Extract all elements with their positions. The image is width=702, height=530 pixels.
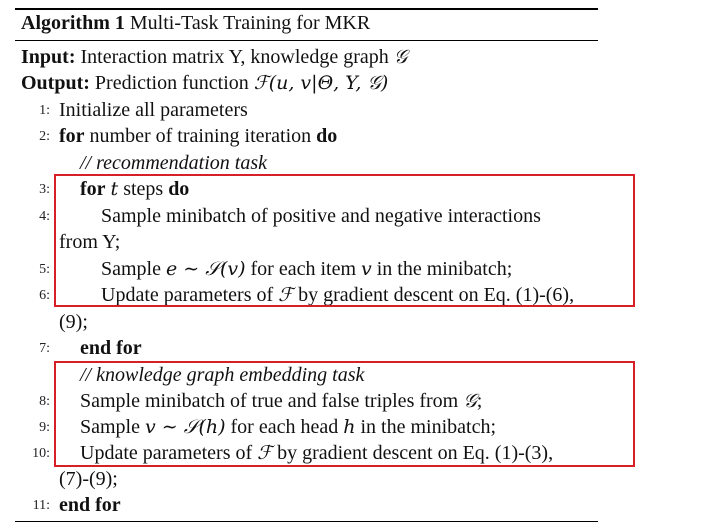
line-text-pre: Update parameters of (101, 284, 279, 306)
output-label: Output: (21, 72, 90, 94)
sample-expression: v ∼ 𝒮(h) (145, 416, 226, 438)
caption-rule (15, 40, 598, 41)
algo-line-7: 7: end for (0, 335, 702, 361)
line-number: 10: (32, 446, 50, 461)
comment-text: // recommendation task (80, 152, 268, 174)
recommendation-task-highlight-box (54, 174, 635, 307)
line-number: 9: (39, 420, 50, 435)
var-v: v (361, 258, 372, 280)
line-text-pre: Sample (80, 416, 145, 438)
line-number: 8: (39, 394, 50, 409)
comment-kg-embedding: // knowledge graph embedding task (0, 362, 702, 388)
kg-embedding-task-highlight-box (54, 361, 635, 467)
var-h: h (343, 416, 356, 438)
function-symbol: ℱ (278, 284, 294, 306)
algorithm-title: Multi-Task Training for MKR (129, 12, 371, 34)
top-rule (15, 8, 598, 10)
line-text: Initialize all parameters (59, 99, 248, 121)
line-text: from Y; (59, 231, 121, 253)
comment-recommendation: // recommendation task (0, 150, 702, 176)
keyword-for: for (80, 178, 106, 200)
line-number: 6: (39, 288, 50, 303)
input-label: Input: (21, 46, 76, 68)
algo-line-1: 1: Initialize all parameters (0, 97, 702, 123)
algo-line-5: 5: Sample e ∼ 𝒮(v) for each item v in th… (0, 256, 702, 282)
line-text: (7)-(9); (59, 468, 118, 490)
algo-line-2: 2: for number of training iteration do (0, 123, 702, 149)
output-text: Prediction function (94, 72, 254, 94)
line-text-post: by gradient descent on Eq. (1)-(3), (272, 442, 554, 464)
var-t: t (110, 178, 119, 200)
line-text-post: in the minibatch; (371, 258, 513, 280)
line-text-pre: Sample (101, 258, 166, 280)
keyword-end-for: end for (59, 494, 121, 516)
algo-line-4: 4: Sample minibatch of positive and nega… (0, 203, 702, 229)
keyword-do: do (168, 178, 190, 200)
keyword-for: for (59, 125, 85, 147)
line-text: Sample minibatch of positive and negativ… (101, 205, 541, 227)
input-line: Input: Interaction matrix Y, knowledge g… (0, 44, 702, 70)
line-number: 11: (32, 498, 50, 513)
input-text: Interaction matrix Y, knowledge graph (80, 46, 394, 68)
line-number: 1: (39, 103, 50, 118)
algo-line-6: 6: Update parameters of ℱ by gradient de… (0, 282, 702, 308)
line-text: number of training iteration (84, 125, 317, 147)
line-number: 7: (39, 341, 50, 356)
function-symbol: ℱ (253, 72, 269, 94)
line-text-pre: Sample minibatch of true and false tripl… (80, 390, 464, 412)
line-text-pre: Update parameters of (80, 442, 258, 464)
line-number: 5: (39, 262, 50, 277)
sample-expression: e ∼ 𝒮(v) (166, 258, 246, 280)
comment-text: // knowledge graph embedding task (80, 364, 365, 386)
line-text-post: ; (476, 390, 483, 412)
algo-line-3: 3: for t steps do (0, 176, 702, 202)
algo-line-6-continuation: (9); (0, 309, 702, 335)
algorithm-label: Algorithm 1 (21, 12, 125, 34)
algorithm-caption: Algorithm 1 Multi-Task Training for MKR (0, 10, 702, 36)
line-number: 2: (39, 129, 50, 144)
algo-line-11: 11: end for (0, 492, 702, 518)
graph-symbol: 𝒢 (463, 390, 477, 412)
algo-line-10-continuation: (7)-(9); (0, 466, 702, 492)
algo-line-4-continuation: from Y; (0, 229, 702, 255)
function-args: (u, v|Θ, Y, 𝒢) (268, 72, 389, 94)
line-text-post: by gradient descent on Eq. (1)-(6), (293, 284, 575, 306)
line-text-post: in the minibatch; (355, 416, 497, 438)
function-symbol: ℱ (257, 442, 273, 464)
keyword-do: do (316, 125, 338, 147)
algo-line-10: 10: Update parameters of ℱ by gradient d… (0, 440, 702, 466)
graph-symbol: 𝒢 (393, 46, 408, 68)
keyword-end-for: end for (80, 337, 142, 359)
line-text-mid: for each item (245, 258, 362, 280)
output-line: Output: Prediction function ℱ(u, v|Θ, Y,… (0, 70, 702, 96)
line-number: 3: (39, 182, 50, 197)
line-text-mid: for each head (225, 416, 344, 438)
line-number: 4: (39, 209, 50, 224)
line-text: steps (118, 178, 169, 200)
algo-line-9: 9: Sample v ∼ 𝒮(h) for each head h in th… (0, 414, 702, 440)
line-text: (9); (59, 311, 88, 333)
bottom-rule (15, 521, 598, 522)
algo-line-8: 8: Sample minibatch of true and false tr… (0, 388, 702, 414)
